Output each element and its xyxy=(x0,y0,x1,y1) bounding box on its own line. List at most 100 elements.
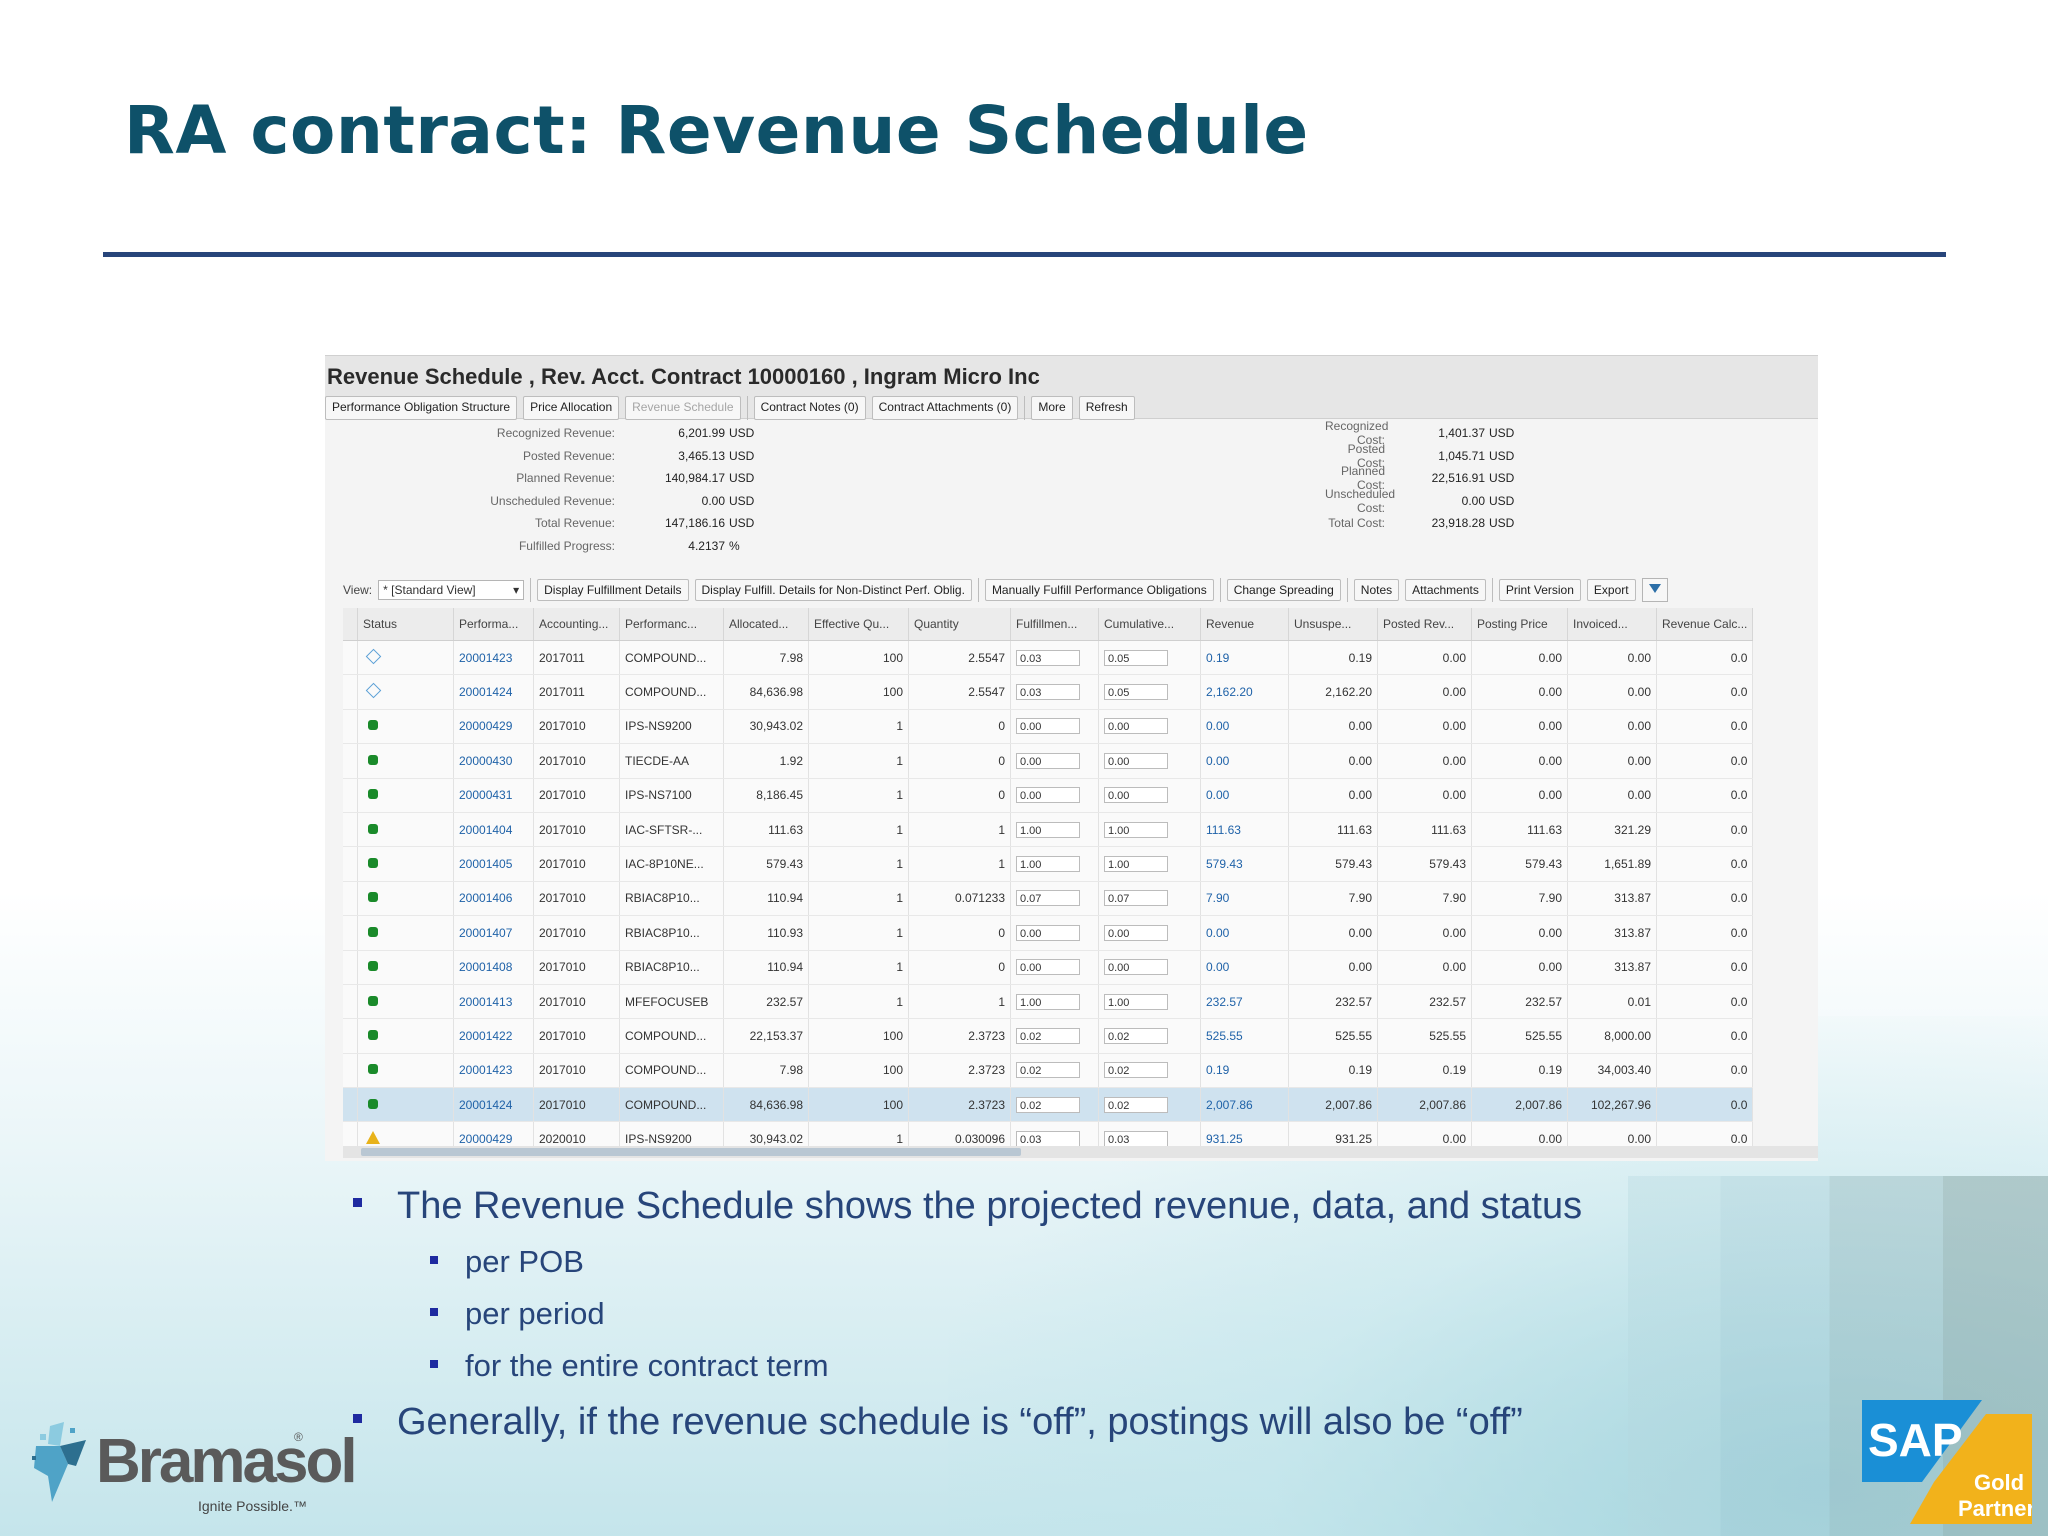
revenue-link[interactable]: 579.43 xyxy=(1201,847,1289,881)
table-toolbar-button[interactable]: Display Fulfill. Details for Non-Distinc… xyxy=(695,579,972,601)
toolbar-button[interactable]: More xyxy=(1031,396,1072,420)
filter-icon[interactable] xyxy=(1642,578,1668,602)
column-header[interactable]: Fulfillmen... xyxy=(1011,608,1099,641)
pob-link[interactable]: 20000430 xyxy=(454,744,534,778)
cumulative-input[interactable]: 1.00 xyxy=(1104,822,1168,838)
row-selector[interactable] xyxy=(343,812,358,846)
column-header[interactable]: Revenue Calc... xyxy=(1657,608,1753,641)
scrollbar-thumb[interactable] xyxy=(361,1148,1021,1156)
fulfillment-input[interactable]: 1.00 xyxy=(1016,994,1080,1010)
cumulative-input[interactable]: 0.00 xyxy=(1104,787,1168,803)
cumulative-input[interactable]: 0.00 xyxy=(1104,718,1168,734)
fulfillment-input[interactable]: 1.00 xyxy=(1016,822,1080,838)
column-header[interactable]: Quantity xyxy=(909,608,1011,641)
table-toolbar-button[interactable]: Print Version xyxy=(1499,579,1581,601)
cumulative-input[interactable]: 0.00 xyxy=(1104,959,1168,975)
fulfillment-input[interactable]: 1.00 xyxy=(1016,856,1080,872)
column-header[interactable]: Performa... xyxy=(454,608,534,641)
pob-link[interactable]: 20000429 xyxy=(454,709,534,743)
row-selector[interactable] xyxy=(343,984,358,1018)
column-header[interactable]: Accounting... xyxy=(534,608,620,641)
revenue-link[interactable]: 0.00 xyxy=(1201,744,1289,778)
toolbar-button[interactable]: Price Allocation xyxy=(523,396,619,420)
table-toolbar-button[interactable]: Change Spreading xyxy=(1227,579,1341,601)
fulfillment-input[interactable]: 0.02 xyxy=(1016,1062,1080,1078)
cumulative-input[interactable]: 0.03 xyxy=(1104,1131,1168,1147)
table-row[interactable]: 20001404 2017010 IAC-SFTSR-... 111.63 1 1 1.00… xyxy=(343,812,1753,846)
table-toolbar-button[interactable]: Notes xyxy=(1354,579,1399,601)
column-header[interactable]: Invoiced... xyxy=(1568,608,1657,641)
fulfillment-input[interactable]: 0.00 xyxy=(1016,925,1080,941)
column-header[interactable]: Allocated... xyxy=(724,608,809,641)
table-row[interactable]: 20001408 2017010 RBIAC8P10... 110.94 1 0 0.00 0… xyxy=(343,950,1753,984)
table-row[interactable]: 20001407 2017010 RBIAC8P10... 110.93 1 0 0.00 0… xyxy=(343,916,1753,950)
fulfillment-input[interactable]: 0.07 xyxy=(1016,890,1080,906)
toolbar-button[interactable]: Refresh xyxy=(1079,396,1135,420)
table-toolbar-button[interactable]: Attachments xyxy=(1405,579,1486,601)
row-selector[interactable] xyxy=(343,847,358,881)
pob-link[interactable]: 20001407 xyxy=(454,916,534,950)
fulfillment-input[interactable]: 0.03 xyxy=(1016,1131,1080,1147)
fulfillment-input[interactable]: 0.03 xyxy=(1016,650,1080,666)
view-select[interactable]: * [Standard View] ▾ xyxy=(378,580,524,600)
pob-link[interactable]: 20001406 xyxy=(454,881,534,915)
table-row[interactable]: 20001424 2017011 COMPOUND... 84,636.98 100 2.… xyxy=(343,675,1753,709)
row-selector[interactable] xyxy=(343,881,358,915)
column-header[interactable]: Performanc... xyxy=(620,608,724,641)
fulfillment-input[interactable]: 0.00 xyxy=(1016,959,1080,975)
toolbar-button[interactable]: Performance Obligation Structure xyxy=(325,396,517,420)
revenue-link[interactable]: 0.00 xyxy=(1201,916,1289,950)
table-row[interactable]: 20001405 2017010 IAC-8P10NE... 579.43 1 1 1.00… xyxy=(343,847,1753,881)
table-toolbar-button[interactable]: Export xyxy=(1587,579,1636,601)
table-row[interactable]: 20001406 2017010 RBIAC8P10... 110.94 1 0.0712… xyxy=(343,881,1753,915)
cumulative-input[interactable]: 0.05 xyxy=(1104,684,1168,700)
cumulative-input[interactable]: 0.02 xyxy=(1104,1028,1168,1044)
fulfillment-input[interactable]: 0.00 xyxy=(1016,753,1080,769)
revenue-link[interactable]: 2,162.20 xyxy=(1201,675,1289,709)
cumulative-input[interactable]: 0.02 xyxy=(1104,1062,1168,1078)
column-header[interactable]: Revenue xyxy=(1201,608,1289,641)
column-header[interactable]: Cumulative... xyxy=(1099,608,1201,641)
revenue-link[interactable]: 0.00 xyxy=(1201,778,1289,812)
table-row[interactable]: 20000431 2017010 IPS-NS7100 8,186.45 1 0 0.00 0… xyxy=(343,778,1753,812)
row-selector[interactable] xyxy=(343,1053,358,1087)
row-selector[interactable] xyxy=(343,641,358,675)
table-row[interactable]: 20001413 2017010 MFEFOCUSEB 232.57 1 1 1.00 1.0… xyxy=(343,984,1753,1018)
pob-link[interactable]: 20001424 xyxy=(454,1088,534,1122)
table-row[interactable]: 20001422 2017010 COMPOUND... 22,153.37 100 2.… xyxy=(343,1019,1753,1053)
table-row[interactable]: 20000430 2017010 TIECDE-AA 1.92 1 0 0.00 0.00 0.… xyxy=(343,744,1753,778)
pob-link[interactable]: 20001408 xyxy=(454,950,534,984)
toolbar-button[interactable]: Contract Attachments (0) xyxy=(872,396,1019,420)
column-header[interactable]: Effective Qu... xyxy=(809,608,909,641)
cumulative-input[interactable]: 1.00 xyxy=(1104,856,1168,872)
cumulative-input[interactable]: 0.00 xyxy=(1104,753,1168,769)
cumulative-input[interactable]: 1.00 xyxy=(1104,994,1168,1010)
column-header[interactable]: Unsuspe... xyxy=(1289,608,1378,641)
cumulative-input[interactable]: 0.07 xyxy=(1104,890,1168,906)
cumulative-input[interactable]: 0.02 xyxy=(1104,1097,1168,1113)
fulfillment-input[interactable]: 0.00 xyxy=(1016,718,1080,734)
pob-link[interactable]: 20001424 xyxy=(454,675,534,709)
pob-link[interactable]: 20001413 xyxy=(454,984,534,1018)
fulfillment-input[interactable]: 0.03 xyxy=(1016,684,1080,700)
fulfillment-input[interactable]: 0.02 xyxy=(1016,1028,1080,1044)
row-selector[interactable] xyxy=(343,1019,358,1053)
revenue-link[interactable]: 232.57 xyxy=(1201,984,1289,1018)
table-row[interactable]: 20001423 2017010 COMPOUND... 7.98 100 2.3723 0… xyxy=(343,1053,1753,1087)
cumulative-input[interactable]: 0.00 xyxy=(1104,925,1168,941)
revenue-link[interactable]: 0.19 xyxy=(1201,641,1289,675)
pob-link[interactable]: 20001423 xyxy=(454,641,534,675)
row-selector[interactable] xyxy=(343,778,358,812)
revenue-link[interactable]: 0.19 xyxy=(1201,1053,1289,1087)
fulfillment-input[interactable]: 0.02 xyxy=(1016,1097,1080,1113)
toolbar-button[interactable]: Revenue Schedule xyxy=(625,396,740,420)
table-row[interactable]: 20001424 2017010 COMPOUND... 84,636.98 100 2.… xyxy=(343,1088,1753,1122)
row-selector[interactable] xyxy=(343,1088,358,1122)
pob-link[interactable]: 20001423 xyxy=(454,1053,534,1087)
column-header[interactable]: Status xyxy=(358,608,454,641)
table-toolbar-button[interactable]: Display Fulfillment Details xyxy=(537,579,688,601)
revenue-link[interactable]: 7.90 xyxy=(1201,881,1289,915)
revenue-link[interactable]: 525.55 xyxy=(1201,1019,1289,1053)
column-header[interactable]: Posting Price xyxy=(1472,608,1568,641)
pob-link[interactable]: 20001404 xyxy=(454,812,534,846)
